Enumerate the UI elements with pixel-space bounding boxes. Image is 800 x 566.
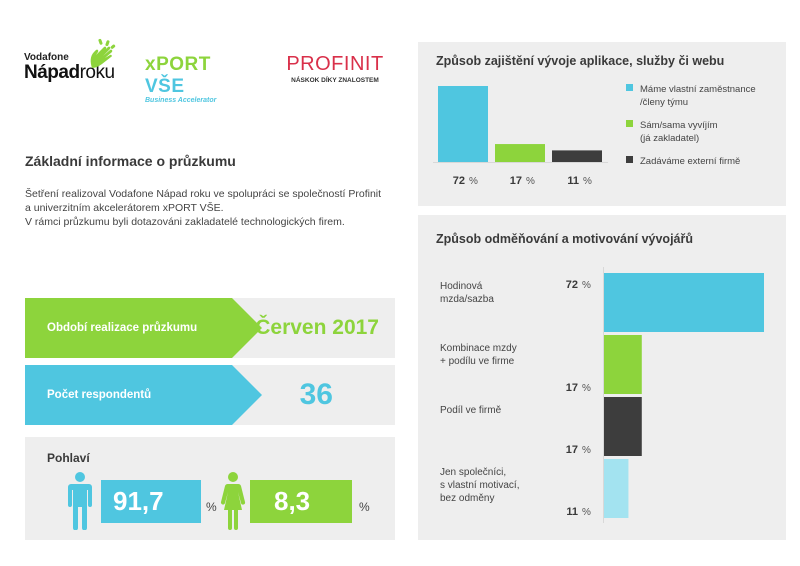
chart2-unit-label-1: % — [582, 383, 591, 394]
logo-napad-bold: Nápad — [24, 62, 80, 83]
logo-xport-subtitle: Business Accelerator — [145, 97, 217, 104]
male-percent-unit: % — [206, 500, 217, 514]
chart1-bar-0 — [438, 86, 488, 162]
chart1-legend-label-2-0: Zadáváme externí firmě — [640, 156, 740, 167]
period-arrow-shape — [25, 298, 262, 358]
chart1-legend-label-0-1: /členy týmu — [640, 97, 688, 108]
logo-xport-pre: xPORT — [145, 54, 211, 75]
chart2-bar-2 — [604, 397, 642, 456]
chart1-value-label-0: 72 — [453, 175, 465, 187]
period-label: Období realizace průzkumu — [47, 322, 198, 334]
chart2-value-label-1: 17 — [566, 382, 578, 394]
chart1-legend-swatch-0 — [626, 84, 633, 91]
chart2-value-label-2: 17 — [566, 444, 578, 456]
logo-xport-post: VŠE — [145, 76, 185, 97]
male-value-box: 91,7 — [101, 480, 201, 523]
chart2-unit-label-3: % — [582, 507, 591, 518]
chart2-category-label-1-1: + podílu ve firme — [440, 356, 515, 367]
chart1-value-label-2: 11 — [567, 175, 579, 187]
chart2-unit-label-2: % — [582, 445, 591, 456]
period-arrow: Období realizace průzkumu — [25, 298, 262, 358]
chart2-category-label-0-1: mzda/sazba — [440, 294, 494, 305]
respondents-arrow: Počet respondentů — [25, 365, 262, 425]
reward-panel: Hodinová mzda/sazba 72% Kombinace mzdy + pod… — [418, 215, 786, 540]
chart1-unit-label-1: % — [526, 176, 535, 187]
chart1-legend-swatch-2 — [626, 156, 633, 163]
dev-method-panel: 72% Máme vlastní zaměstnance/členy týmu 17… — [418, 42, 786, 206]
chart1-bar-2 — [552, 150, 602, 162]
period-value: Červen 2017 — [255, 316, 379, 339]
hand-icon — [90, 38, 116, 68]
respondents-label: Počet respondentů — [47, 389, 152, 401]
logo-profinit-text: PROFINIT — [286, 53, 384, 75]
chart2-category-label-2-0: Podíl ve firmě — [440, 405, 502, 416]
chart2-category-label-0-0: Hodinová — [440, 281, 483, 292]
intro-text: Šetření realizoval Vodafone Nápad roku v… — [25, 187, 395, 229]
intro-line-1: Šetření realizoval Vodafone Nápad roku v… — [25, 188, 382, 200]
chart2-value-label-0: 72 — [566, 279, 578, 291]
chart2-bar-3 — [604, 459, 629, 518]
respondents-arrow-shape — [25, 365, 262, 425]
logo-vodafone-text: Vodafone — [24, 52, 69, 63]
logo-napad-roku-text: Nápadroku — [24, 62, 115, 84]
intro-line-3: V rámci průzkumu byli dotazováni zaklada… — [25, 216, 345, 228]
chart1-value-label-1: 17 — [510, 175, 522, 187]
gender-block: Pohlaví 91,7 % 8,3 % — [25, 437, 395, 540]
chart2-unit-label-0: % — [582, 280, 591, 291]
reward-chart: Hodinová mzda/sazba 72 % Kombinace mzdy + pod… — [440, 267, 764, 523]
vodafone-napad-roku-logo: Vodafone Nápadroku — [24, 38, 124, 88]
logo-xport-text: xPORT VŠE — [145, 54, 255, 98]
period-row: Období realizace průzkumu Červen 2017 — [25, 298, 395, 358]
section-title: Základní informace o průzkumu — [25, 153, 236, 169]
chart1-unit-label-2: % — [583, 176, 592, 187]
chart2-bar-1 — [604, 335, 642, 394]
profinit-logo: PROFINIT NÁSKOK DÍKY ZNALOSTEM — [280, 53, 390, 85]
female-value: 8,3 — [274, 486, 311, 516]
chart1-bar-1 — [495, 144, 545, 162]
female-percent-unit: % — [359, 500, 370, 514]
reward-title: Způsob odměňování a motivování vývojářů — [436, 232, 693, 246]
chart2-category-label-3-2: bez odměny — [440, 493, 494, 504]
chart1-legend-swatch-1 — [626, 120, 633, 127]
intro-line-2: a univerzitním akcelerátorem xPORT VŠE. — [25, 202, 224, 214]
respondents-value: 36 — [299, 378, 333, 411]
gender-title: Pohlaví — [47, 451, 90, 465]
chart1-legend-label-1-0: Sám/sama vyvíjím — [640, 120, 718, 131]
chart1-legend-label-1-1: (já zakladatel) — [640, 133, 699, 144]
respondents-row: Počet respondentů 36 — [25, 365, 395, 425]
female-figure-icon — [220, 472, 246, 530]
chart1-legend-label-0-0: Máme vlastní zaměstnance — [640, 84, 756, 95]
dev-method-title: Způsob zajištění vývoje aplikace, služby… — [436, 54, 725, 68]
chart2-bar-0 — [604, 273, 764, 332]
logo-roku-light: roku — [79, 62, 115, 83]
chart2-value-label-3: 11 — [566, 506, 578, 518]
chart1-unit-label-0: % — [469, 176, 478, 187]
logo-profinit-tagline: NÁSKOK DÍKY ZNALOSTEM — [291, 77, 379, 84]
male-value: 91,7 — [113, 486, 164, 516]
chart2-category-label-3-0: Jen společníci, — [440, 467, 506, 478]
chart2-category-label-3-1: s vlastní motivací, — [440, 480, 519, 491]
female-value-box: 8,3 — [250, 480, 352, 523]
dev-method-chart: 72 % Máme vlastní zaměstnance/členy týmu 17… — [433, 84, 756, 187]
chart2-category-label-1-0: Kombinace mzdy — [440, 343, 517, 354]
male-figure-icon — [68, 472, 92, 530]
xport-vse-logo: xPORT VŠE Business Accelerator — [145, 54, 255, 104]
